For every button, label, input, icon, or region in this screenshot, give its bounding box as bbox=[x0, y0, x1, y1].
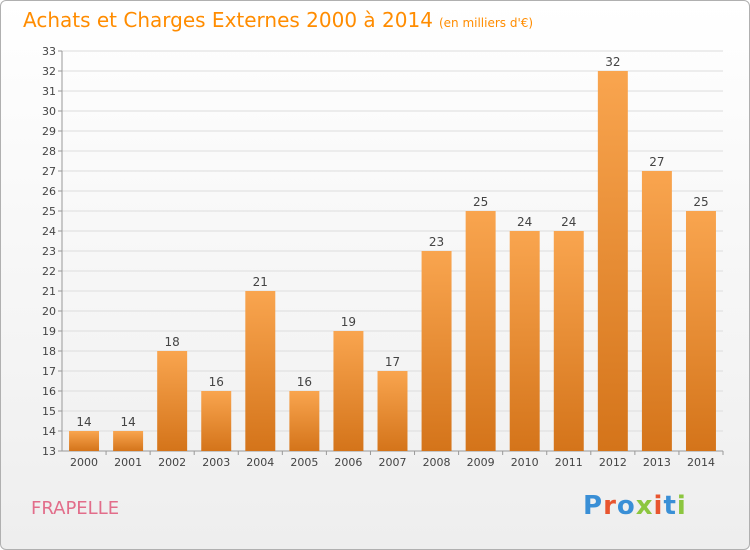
data-label: 24 bbox=[561, 215, 576, 229]
data-label: 17 bbox=[385, 355, 400, 369]
y-tick-label: 30 bbox=[42, 105, 56, 118]
place-name: FRAPELLE bbox=[31, 498, 120, 519]
data-label: 19 bbox=[341, 315, 356, 329]
x-tick-label: 2001 bbox=[114, 456, 142, 469]
bar bbox=[597, 71, 628, 451]
unit-label: (en milliers d'€) bbox=[438, 16, 534, 30]
bar bbox=[685, 211, 716, 451]
bar bbox=[245, 291, 276, 451]
x-tick-label: 2009 bbox=[467, 456, 495, 469]
bar bbox=[157, 351, 188, 451]
logo-letter: o bbox=[616, 491, 636, 521]
y-tick-label: 28 bbox=[42, 145, 56, 158]
y-tick-label: 15 bbox=[42, 405, 56, 418]
y-tick-label: 17 bbox=[42, 365, 56, 378]
x-tick-label: 2011 bbox=[555, 456, 583, 469]
x-tick-label: 2000 bbox=[70, 456, 98, 469]
y-tick-label: 25 bbox=[42, 205, 56, 218]
data-label: 18 bbox=[165, 335, 180, 349]
x-tick-label: 2012 bbox=[599, 456, 627, 469]
data-label: 16 bbox=[297, 375, 312, 389]
y-tick-label: 20 bbox=[42, 305, 56, 318]
bar bbox=[509, 231, 540, 451]
title-text: Achats et Charges Externes 2000 à 2014 bbox=[23, 8, 433, 32]
y-tick-label: 19 bbox=[42, 325, 56, 338]
bar bbox=[69, 431, 100, 451]
bar bbox=[201, 391, 232, 451]
y-tick-label: 21 bbox=[42, 285, 56, 298]
data-label: 14 bbox=[76, 415, 91, 429]
y-tick-label: 31 bbox=[42, 85, 56, 98]
data-label: 16 bbox=[209, 375, 224, 389]
x-tick-label: 2003 bbox=[202, 456, 230, 469]
x-tick-label: 2010 bbox=[511, 456, 539, 469]
y-tick-label: 29 bbox=[42, 125, 56, 138]
data-label: 21 bbox=[253, 275, 268, 289]
data-label: 27 bbox=[649, 155, 664, 169]
y-tick-label: 24 bbox=[42, 225, 56, 238]
bar bbox=[421, 251, 452, 451]
y-tick-label: 23 bbox=[42, 245, 56, 258]
y-tick-label: 32 bbox=[42, 65, 56, 78]
x-tick-label: 2006 bbox=[334, 456, 362, 469]
bar bbox=[553, 231, 584, 451]
y-tick-label: 14 bbox=[42, 425, 56, 438]
data-label: 24 bbox=[517, 215, 532, 229]
bar bbox=[113, 431, 144, 451]
y-tick-label: 22 bbox=[42, 265, 56, 278]
logo-letter: P bbox=[583, 491, 604, 521]
y-tick-label: 26 bbox=[42, 185, 56, 198]
logo-letter: r bbox=[603, 491, 617, 521]
data-label: 14 bbox=[120, 415, 135, 429]
x-tick-label: 2004 bbox=[246, 456, 274, 469]
x-tick-label: 2002 bbox=[158, 456, 186, 469]
x-tick-label: 2008 bbox=[423, 456, 451, 469]
y-tick-label: 18 bbox=[42, 345, 56, 358]
bar bbox=[333, 331, 364, 451]
data-label: 32 bbox=[605, 55, 620, 69]
y-tick-label: 33 bbox=[42, 45, 56, 58]
x-tick-label: 2005 bbox=[290, 456, 318, 469]
chart-title: Achats et Charges Externes 2000 à 2014 (e… bbox=[23, 8, 533, 32]
data-label: 23 bbox=[429, 235, 444, 249]
x-tick-label: 2013 bbox=[643, 456, 671, 469]
logo-letter: i bbox=[653, 491, 664, 521]
y-tick-label: 27 bbox=[42, 165, 56, 178]
x-tick-label: 2007 bbox=[379, 456, 407, 469]
y-tick-label: 16 bbox=[42, 385, 56, 398]
bar bbox=[377, 371, 408, 451]
bar bbox=[641, 171, 672, 451]
data-label: 25 bbox=[693, 195, 708, 209]
data-label: 25 bbox=[473, 195, 488, 209]
y-tick-label: 13 bbox=[42, 445, 56, 458]
logo-letter: i bbox=[676, 491, 687, 521]
bar bbox=[289, 391, 320, 451]
x-tick-label: 2014 bbox=[687, 456, 715, 469]
proxiti-logo: Proxiti bbox=[583, 491, 687, 521]
bar bbox=[465, 211, 496, 451]
logo-letter: x bbox=[635, 491, 654, 521]
logo-letter: t bbox=[663, 491, 677, 521]
